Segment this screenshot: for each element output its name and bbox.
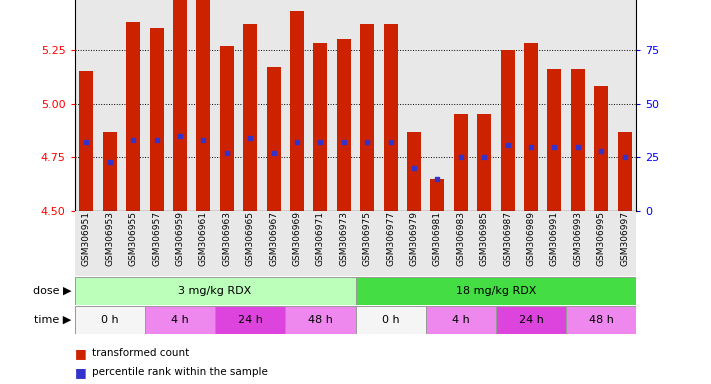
Text: 4 h: 4 h xyxy=(171,314,189,325)
Bar xyxy=(80,71,93,211)
Text: GSM306967: GSM306967 xyxy=(269,211,278,266)
Bar xyxy=(220,46,234,211)
FancyBboxPatch shape xyxy=(356,277,636,305)
Bar xyxy=(337,39,351,211)
Text: ■: ■ xyxy=(75,366,87,379)
Bar xyxy=(103,132,117,211)
FancyBboxPatch shape xyxy=(215,306,285,333)
Bar xyxy=(618,132,631,211)
Text: 18 mg/kg RDX: 18 mg/kg RDX xyxy=(456,286,536,296)
Text: 3 mg/kg RDX: 3 mg/kg RDX xyxy=(178,286,252,296)
Bar xyxy=(243,24,257,211)
Bar xyxy=(477,114,491,211)
Text: GSM306989: GSM306989 xyxy=(527,211,535,266)
Bar xyxy=(267,67,281,211)
Bar xyxy=(290,11,304,211)
Bar xyxy=(430,179,444,211)
Text: GSM306983: GSM306983 xyxy=(456,211,465,266)
Bar xyxy=(571,69,585,211)
Text: 48 h: 48 h xyxy=(308,314,333,325)
Text: GSM306991: GSM306991 xyxy=(550,211,559,266)
Bar xyxy=(149,28,164,211)
Bar xyxy=(173,0,187,211)
Text: GSM306961: GSM306961 xyxy=(199,211,208,266)
Text: 48 h: 48 h xyxy=(589,314,614,325)
FancyBboxPatch shape xyxy=(75,211,636,276)
Text: GSM306977: GSM306977 xyxy=(386,211,395,266)
FancyBboxPatch shape xyxy=(566,306,636,333)
Text: time ▶: time ▶ xyxy=(34,314,71,325)
Text: 0 h: 0 h xyxy=(101,314,119,325)
FancyBboxPatch shape xyxy=(285,306,356,333)
Bar xyxy=(314,43,328,211)
FancyBboxPatch shape xyxy=(496,306,566,333)
Text: GSM306985: GSM306985 xyxy=(480,211,488,266)
Text: GSM306953: GSM306953 xyxy=(105,211,114,266)
Bar xyxy=(594,86,609,211)
Text: 4 h: 4 h xyxy=(452,314,470,325)
Text: GSM306975: GSM306975 xyxy=(363,211,372,266)
FancyBboxPatch shape xyxy=(75,277,356,305)
Text: GSM306971: GSM306971 xyxy=(316,211,325,266)
Text: GSM306997: GSM306997 xyxy=(620,211,629,266)
Bar xyxy=(126,22,140,211)
FancyBboxPatch shape xyxy=(426,306,496,333)
Text: dose ▶: dose ▶ xyxy=(33,286,71,296)
FancyBboxPatch shape xyxy=(145,306,215,333)
Bar xyxy=(547,69,562,211)
Bar xyxy=(196,0,210,211)
Text: GSM306973: GSM306973 xyxy=(339,211,348,266)
Text: GSM306979: GSM306979 xyxy=(410,211,419,266)
Text: GSM306951: GSM306951 xyxy=(82,211,91,266)
Text: GSM306981: GSM306981 xyxy=(433,211,442,266)
Bar xyxy=(360,24,374,211)
Text: 24 h: 24 h xyxy=(518,314,543,325)
Text: GSM306959: GSM306959 xyxy=(176,211,184,266)
Text: GSM306963: GSM306963 xyxy=(223,211,231,266)
Text: ■: ■ xyxy=(75,347,87,360)
Bar xyxy=(407,132,421,211)
Text: transformed count: transformed count xyxy=(92,348,190,358)
Text: percentile rank within the sample: percentile rank within the sample xyxy=(92,367,268,377)
Text: GSM306993: GSM306993 xyxy=(573,211,582,266)
Text: GSM306955: GSM306955 xyxy=(129,211,138,266)
FancyBboxPatch shape xyxy=(75,306,145,333)
Text: 0 h: 0 h xyxy=(382,314,400,325)
Text: GSM306965: GSM306965 xyxy=(246,211,255,266)
Text: GSM306987: GSM306987 xyxy=(503,211,512,266)
Bar xyxy=(384,24,397,211)
Bar xyxy=(454,114,468,211)
FancyBboxPatch shape xyxy=(356,306,426,333)
Text: GSM306969: GSM306969 xyxy=(292,211,301,266)
Bar xyxy=(524,43,538,211)
Text: GSM306995: GSM306995 xyxy=(597,211,606,266)
Text: GSM306957: GSM306957 xyxy=(152,211,161,266)
Text: 24 h: 24 h xyxy=(237,314,262,325)
Bar xyxy=(501,50,515,211)
